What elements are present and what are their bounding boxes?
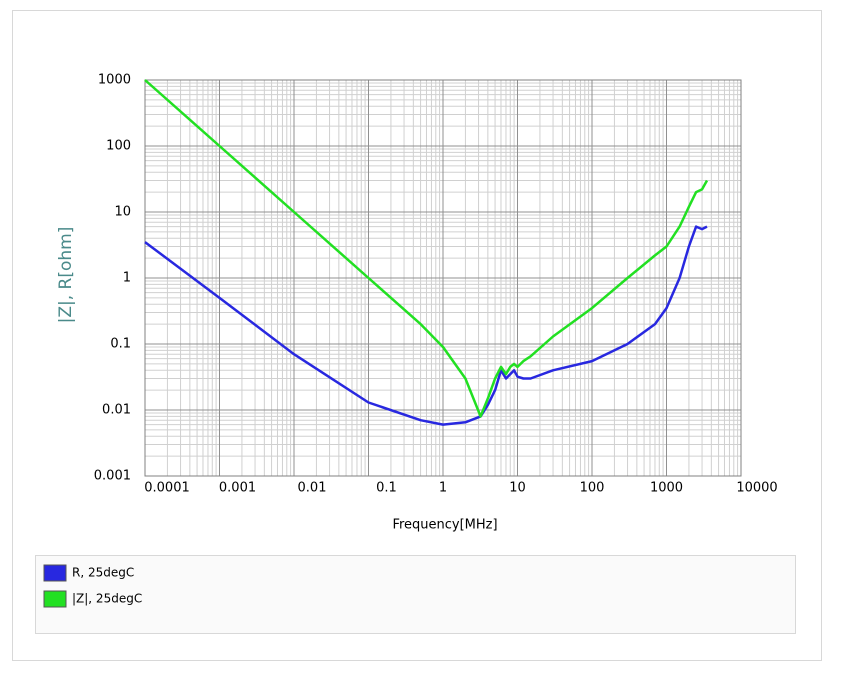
legend-swatch	[43, 564, 67, 582]
x-axis-label: Frequency[MHz]	[392, 518, 497, 533]
x-tick-label: 100	[580, 481, 605, 496]
y-tick-label: 1	[123, 271, 131, 286]
y-axis-label: |Z|, R[ohm]	[56, 227, 76, 324]
x-tick-label: 10	[509, 481, 526, 496]
x-tick-label: 1000	[650, 481, 683, 496]
legend-swatch	[43, 590, 67, 608]
legend-box	[35, 555, 796, 634]
x-tick-label: 0.1	[376, 481, 397, 496]
y-tick-label: 100	[106, 139, 131, 154]
y-tick-label: 1000	[98, 73, 131, 88]
legend-label: R, 25degC	[72, 566, 134, 580]
plot	[144, 79, 709, 426]
x-tick-label: 0.01	[298, 481, 327, 496]
y-tick-label: 0.01	[102, 403, 131, 418]
y-tick-label: 10	[114, 205, 131, 220]
y-tick-label: 0.1	[110, 337, 131, 352]
plot-border	[144, 79, 742, 477]
grid	[144, 79, 742, 477]
x-tick-label: 1	[439, 481, 447, 496]
x-tick-label: 0.001	[219, 481, 256, 496]
legend-label: |Z|, 25degC	[72, 592, 142, 606]
series-line	[144, 79, 709, 418]
x-tick-label: 0.0001	[144, 481, 190, 496]
y-tick-label: 0.001	[94, 469, 131, 484]
x-tick-label: 10000	[736, 481, 777, 496]
series-line	[144, 225, 708, 426]
